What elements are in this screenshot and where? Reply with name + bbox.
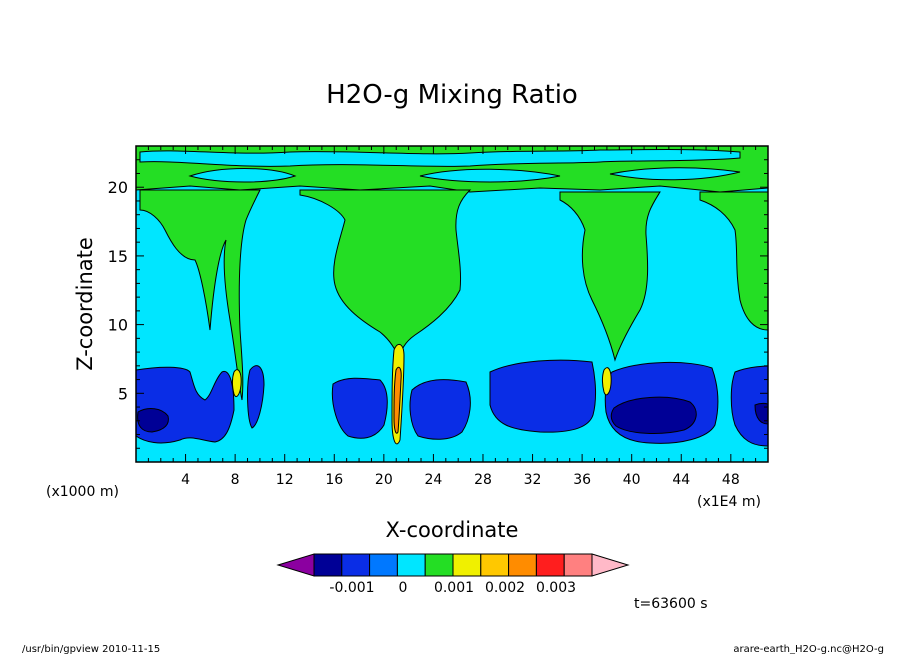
upper-cyan-lens-2 [419, 168, 561, 183]
y-tick-label: 20 [108, 178, 128, 197]
colorbar-segment [508, 553, 537, 577]
plume-west [139, 189, 261, 401]
colorbar-segment [313, 553, 343, 577]
low-blue-strip-b [331, 377, 388, 439]
colorbar-segment [424, 553, 454, 577]
x-tick-label: 36 [573, 472, 591, 488]
time-label: t=63600 s [634, 596, 708, 612]
colorbar-segment [535, 553, 565, 577]
colorbar-segment [369, 553, 398, 577]
x-tick-label: 44 [672, 472, 690, 488]
footer-right-note: arare-earth_H2O-g.nc@H2O-g [733, 644, 884, 654]
x-tick-label: 48 [722, 472, 740, 488]
x-axis: 4 8 12 16 20 24 28 32 36 40 44 48 [147, 146, 757, 488]
x-tick-label: 8 [231, 472, 240, 488]
x-tick-label: 40 [623, 472, 641, 488]
x-axis-label: X-coordinate [386, 518, 519, 542]
x-tick-label: 16 [325, 472, 343, 488]
colorbar-tick-label: -0.001 [329, 580, 374, 596]
x-tick-label: 12 [276, 472, 294, 488]
footer-left-note: /usr/bin/gpview 2010-11-15 [22, 644, 160, 654]
y-axis-label: Z-coordinate [73, 237, 97, 371]
plume-far-east [699, 191, 768, 331]
colorbar-max-arrow [591, 553, 630, 577]
x-tick-label: 32 [524, 472, 542, 488]
y-axis: 5 10 15 20 [108, 159, 768, 449]
chart-title: H2O-g Mixing Ratio [326, 80, 578, 110]
x-tick-label: 20 [375, 472, 393, 488]
colorbar-segment [563, 553, 593, 577]
dark-core-edge [754, 402, 768, 425]
plume-east [559, 191, 661, 362]
dark-core-west [137, 408, 169, 433]
high-filament-east [602, 367, 612, 396]
low-blue-edge [730, 365, 768, 447]
x-tick-label: 28 [474, 472, 492, 488]
high-filament-core [393, 366, 402, 434]
y-tick-label: 10 [108, 316, 128, 335]
x-tick-label: 4 [181, 472, 190, 488]
low-blue-strip-a [247, 365, 265, 429]
y-tick-label: 5 [118, 384, 128, 403]
upper-cyan-lens [188, 168, 297, 183]
colorbar-tick-label: 0.003 [536, 580, 576, 596]
y-tick-label: 15 [108, 247, 128, 266]
colorbar-tick-label: 0.001 [434, 580, 474, 596]
low-blue-center [489, 359, 596, 433]
colorbar-labels: -0.001 0 0.001 0.002 0.003 [329, 580, 576, 596]
upper-cyan-band [139, 149, 741, 167]
colorbar [276, 553, 630, 577]
x-scale-note: (x1E4 m) [697, 494, 761, 510]
colorbar-tick-label: 0.002 [485, 580, 525, 596]
colorbar-segment [452, 553, 482, 577]
dark-core-east [610, 396, 697, 434]
contour-field [136, 146, 768, 462]
colorbar-min-arrow [276, 553, 315, 577]
colorbar-segment [341, 553, 371, 577]
y-scale-note: (x1000 m) [46, 484, 119, 500]
low-blue-strip-c [409, 379, 471, 440]
upper-cyan-lens-3 [609, 167, 741, 181]
colorbar-tick-label: 0 [399, 580, 408, 596]
colorbar-segment [396, 553, 426, 577]
plot-frame [135, 145, 769, 463]
high-filament-west [232, 369, 242, 398]
x-tick-label: 24 [424, 472, 442, 488]
colorbar-segment [480, 553, 510, 577]
